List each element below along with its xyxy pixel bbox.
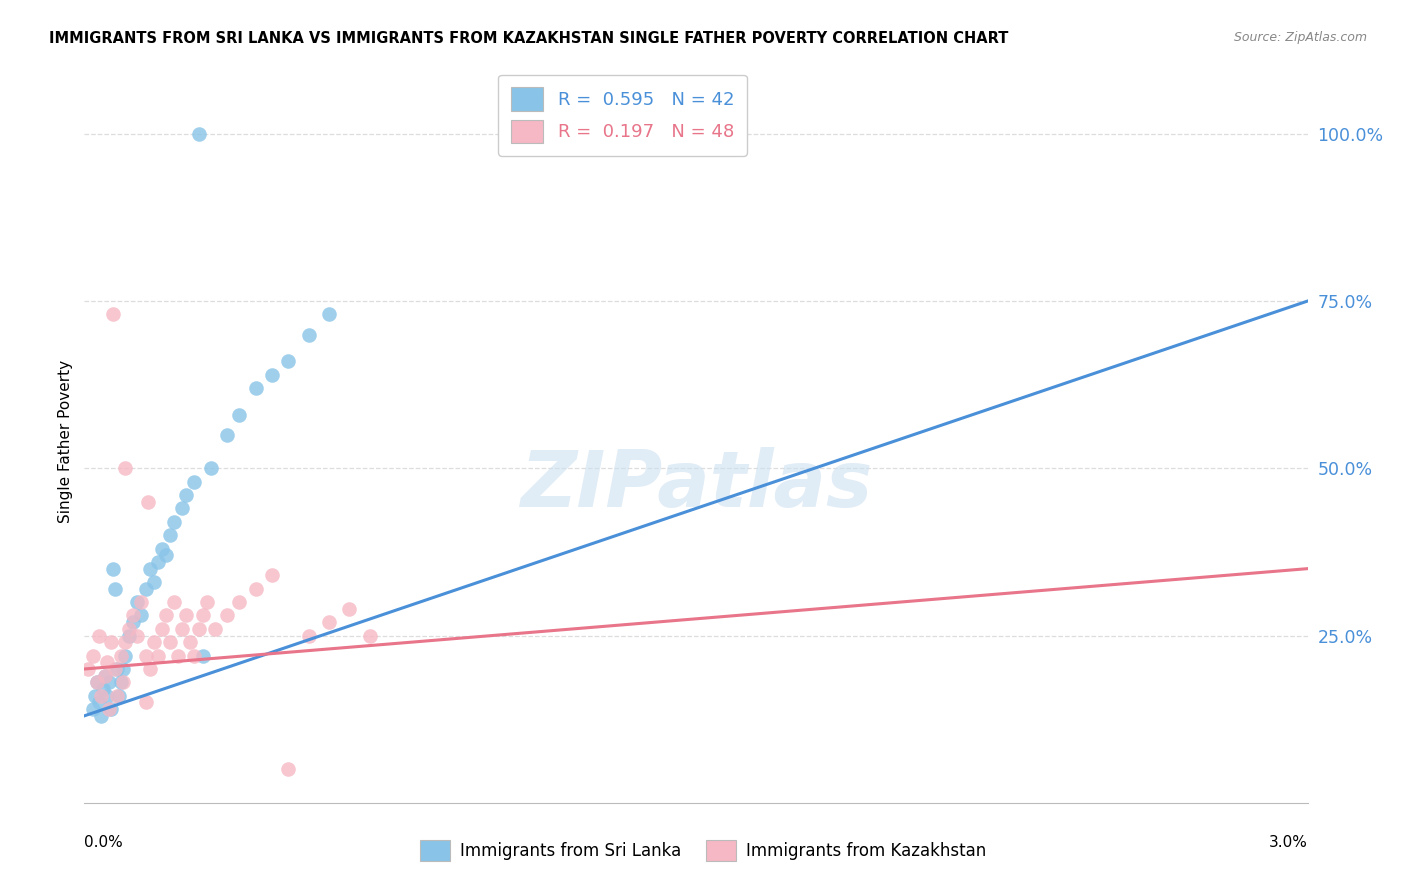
Point xyxy=(187,622,209,636)
Text: IMMIGRANTS FROM SRI LANKA VS IMMIGRANTS FROM KAZAKHSTAN SINGLE FATHER POVERTY CO: IMMIGRANTS FROM SRI LANKA VS IMMIGRANTS … xyxy=(49,31,1008,46)
Point xyxy=(93,669,117,683)
Point xyxy=(245,582,267,596)
Point xyxy=(131,608,153,623)
Point xyxy=(96,655,118,669)
Point xyxy=(110,675,132,690)
Point xyxy=(91,681,114,696)
Point xyxy=(191,648,214,663)
Text: 3.0%: 3.0% xyxy=(1268,835,1308,850)
Point xyxy=(112,675,135,690)
Point xyxy=(135,648,157,663)
Point xyxy=(93,669,117,683)
Point xyxy=(90,708,112,723)
Point xyxy=(110,648,132,663)
Point xyxy=(127,595,149,609)
Point xyxy=(136,494,159,508)
Point xyxy=(159,635,181,649)
Point xyxy=(97,675,120,690)
Point xyxy=(142,575,165,590)
Point xyxy=(155,608,177,623)
Point xyxy=(359,628,381,642)
Point xyxy=(228,408,250,422)
Point xyxy=(260,368,283,382)
Text: Source: ZipAtlas.com: Source: ZipAtlas.com xyxy=(1233,31,1367,45)
Point xyxy=(163,595,186,609)
Point xyxy=(100,635,122,649)
Point xyxy=(104,662,127,676)
Point xyxy=(228,595,250,609)
Point xyxy=(114,461,136,475)
Point xyxy=(150,541,173,556)
Point xyxy=(277,354,299,368)
Point xyxy=(298,327,321,342)
Point xyxy=(172,622,194,636)
Point xyxy=(191,608,214,623)
Point xyxy=(298,628,321,642)
Point xyxy=(163,515,186,529)
Point xyxy=(114,635,136,649)
Point xyxy=(135,696,157,710)
Point xyxy=(77,662,100,676)
Point xyxy=(150,622,173,636)
Point xyxy=(176,488,198,502)
Point xyxy=(138,662,160,676)
Point xyxy=(86,675,108,690)
Point xyxy=(204,622,226,636)
Point xyxy=(90,689,112,703)
Point xyxy=(100,702,122,716)
Point xyxy=(87,628,110,642)
Point xyxy=(101,307,124,322)
Point xyxy=(122,615,145,630)
Legend: R =  0.595   N = 42, R =  0.197   N = 48: R = 0.595 N = 42, R = 0.197 N = 48 xyxy=(498,75,747,155)
Point xyxy=(96,689,118,703)
Point xyxy=(105,662,128,676)
Point xyxy=(82,648,104,663)
Point xyxy=(112,662,135,676)
Point xyxy=(260,568,283,582)
Point xyxy=(127,628,149,642)
Point xyxy=(155,548,177,563)
Point xyxy=(183,648,205,663)
Point xyxy=(146,555,169,569)
Point xyxy=(167,648,190,663)
Point xyxy=(179,635,201,649)
Point xyxy=(82,702,104,716)
Point xyxy=(277,762,299,776)
Point xyxy=(83,689,105,703)
Point xyxy=(176,608,198,623)
Point xyxy=(146,648,169,663)
Point xyxy=(138,562,160,576)
Point xyxy=(183,475,205,489)
Point xyxy=(318,307,340,322)
Point xyxy=(159,528,181,542)
Y-axis label: Single Father Poverty: Single Father Poverty xyxy=(58,360,73,523)
Point xyxy=(122,608,145,623)
Point xyxy=(86,675,108,690)
Point xyxy=(217,427,239,442)
Text: 0.0%: 0.0% xyxy=(84,835,124,850)
Point xyxy=(105,689,128,703)
Point xyxy=(172,501,194,516)
Point xyxy=(97,702,120,716)
Point xyxy=(135,582,157,596)
Point xyxy=(118,622,141,636)
Point xyxy=(87,696,110,710)
Legend: Immigrants from Sri Lanka, Immigrants from Kazakhstan: Immigrants from Sri Lanka, Immigrants fr… xyxy=(413,833,993,868)
Point xyxy=(195,595,218,609)
Point xyxy=(339,602,361,616)
Point xyxy=(131,595,153,609)
Point xyxy=(104,582,127,596)
Text: ZIPatlas: ZIPatlas xyxy=(520,447,872,523)
Point xyxy=(187,127,209,141)
Point xyxy=(108,689,131,703)
Point xyxy=(245,381,267,395)
Point xyxy=(114,648,136,663)
Point xyxy=(142,635,165,649)
Point xyxy=(200,461,222,475)
Point xyxy=(217,608,239,623)
Point xyxy=(101,562,124,576)
Point xyxy=(118,628,141,642)
Point xyxy=(318,615,340,630)
